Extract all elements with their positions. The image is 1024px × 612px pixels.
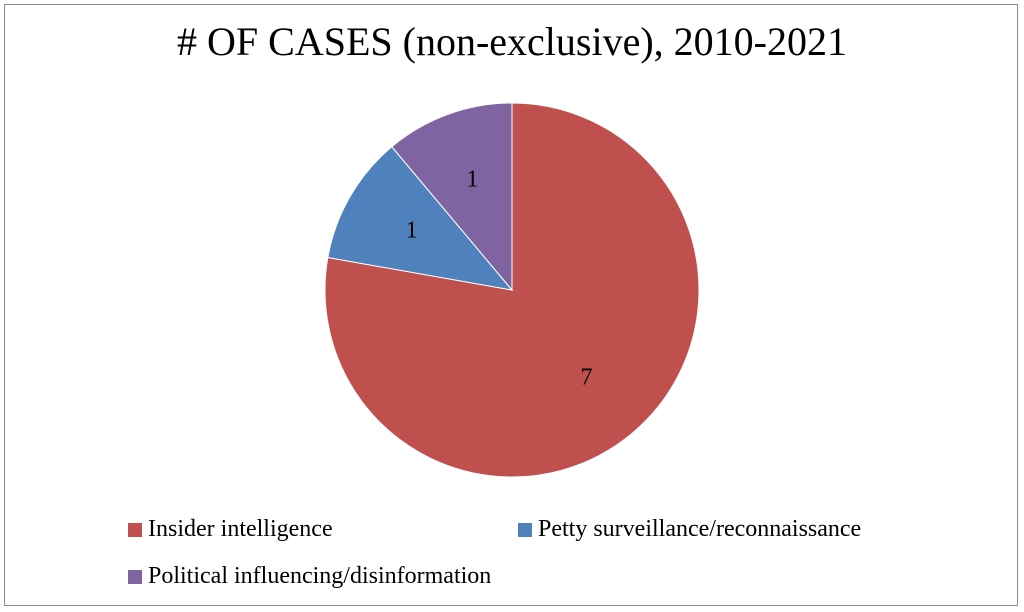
- data-label-2: 1: [466, 167, 478, 193]
- legend-label-political-influencing: Political influencing/disinformation: [148, 563, 492, 589]
- legend-label-petty-surveillance: Petty surveillance/reconnaissance: [538, 516, 862, 542]
- legend-swatch-petty-surveillance: [518, 522, 532, 537]
- pie-slice-1: [327, 146, 514, 291]
- legend-item-political-influencing: Political influencing/disinformation: [128, 563, 491, 590]
- data-label-0: 7: [581, 364, 593, 390]
- legend-item-petty-surveillance: Petty surveillance/reconnaissance: [518, 516, 861, 543]
- legend-swatch-insider-intelligence: [128, 522, 142, 537]
- chart-title: # OF CASES (non-exclusive), 2010-2021: [177, 19, 847, 64]
- legend-swatch-political-influencing: [128, 569, 142, 584]
- legend-item-insider-intelligence: Insider intelligence: [128, 516, 333, 543]
- pie-slice-2: [391, 102, 513, 292]
- data-label-1: 1: [406, 218, 418, 244]
- legend-label-insider-intelligence: Insider intelligence: [148, 516, 333, 542]
